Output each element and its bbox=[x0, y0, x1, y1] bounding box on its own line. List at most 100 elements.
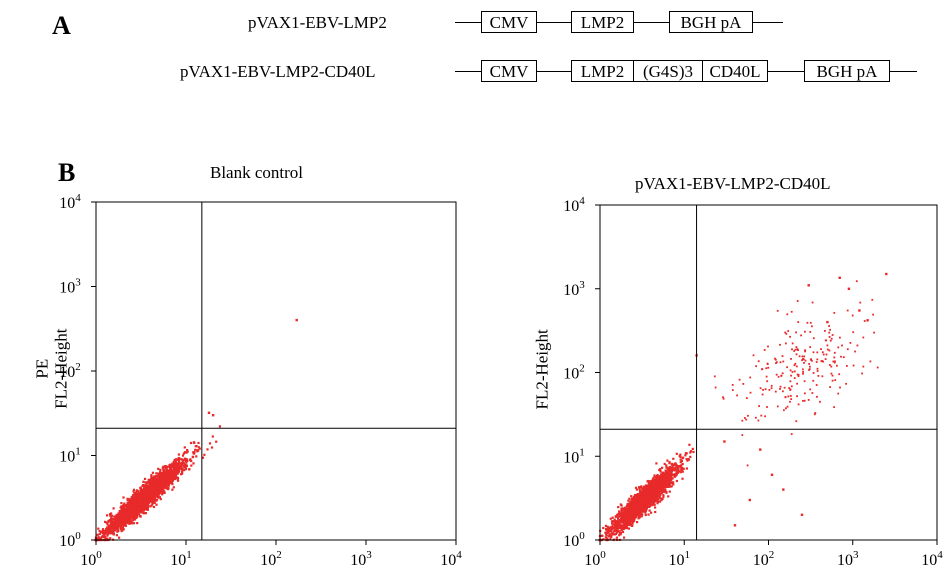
plot-2-main-point bbox=[681, 468, 684, 471]
plot-2-upper-right-point bbox=[759, 387, 762, 390]
plot-1-main-point bbox=[128, 517, 131, 520]
plot-2-main-point bbox=[677, 467, 680, 470]
plot-2-upper-right-point bbox=[744, 417, 746, 419]
plot-2-main-point bbox=[626, 508, 629, 511]
plot-1-main-point bbox=[116, 519, 119, 522]
plot-1-main-point bbox=[146, 484, 149, 487]
plot-2-main-point bbox=[633, 515, 636, 518]
plot-1-main-point bbox=[130, 513, 133, 516]
plot-2-main-point bbox=[619, 503, 622, 506]
plot-1-main-point bbox=[168, 473, 171, 476]
plot-2-main-point bbox=[660, 499, 663, 502]
plot-1-main-point bbox=[157, 467, 160, 470]
plot-2-main-point bbox=[639, 513, 642, 516]
plot-2-upper-right-point bbox=[831, 374, 834, 377]
plot-2-main-point bbox=[660, 476, 663, 479]
plot-1-main-point bbox=[138, 499, 141, 502]
plot-2-upper-right-point bbox=[811, 359, 813, 362]
plot-1-main-point bbox=[147, 504, 150, 507]
plot-2-main-point bbox=[659, 470, 662, 473]
plot-2-upper-right-point bbox=[783, 386, 786, 389]
plot-1-main-point bbox=[179, 462, 182, 465]
plot-2-main-point bbox=[635, 488, 638, 491]
plot-1-main-point bbox=[108, 532, 111, 535]
plot-2-main-point bbox=[630, 509, 634, 512]
plot-2-main-point bbox=[662, 495, 665, 498]
plot-2-main-point bbox=[656, 489, 659, 492]
plot-2-main-point bbox=[642, 498, 645, 502]
plot-1-main-point bbox=[143, 477, 147, 480]
plot-1-main-point bbox=[131, 510, 134, 513]
plot-1-main-point bbox=[163, 485, 167, 488]
plot-1-main-point bbox=[206, 448, 209, 451]
plot-2-main-point bbox=[627, 518, 631, 521]
plot-2-upper-right-point bbox=[770, 387, 773, 390]
plot-2-main-point bbox=[611, 527, 614, 530]
plot-2-main-point bbox=[636, 521, 639, 524]
plot-1-points bbox=[94, 318, 298, 542]
plot-1-main-point bbox=[105, 526, 109, 529]
plot-2-main-point bbox=[665, 464, 668, 467]
plot-1-main-point bbox=[122, 520, 125, 523]
plot-1-main-point bbox=[125, 516, 128, 519]
plot-1-main-point bbox=[120, 512, 123, 515]
plot-1-main-point bbox=[135, 505, 138, 508]
plot-2-main-point bbox=[639, 502, 642, 505]
plot-2-upper-right-point bbox=[790, 310, 793, 313]
plot-1-main-point bbox=[184, 468, 188, 471]
plot-1-main-point bbox=[171, 463, 174, 466]
plot-2-main-point bbox=[611, 525, 614, 528]
plot-1-main-point bbox=[126, 501, 129, 504]
plot-2-upper-right-point bbox=[731, 384, 734, 386]
plot-2-main-point bbox=[642, 497, 645, 500]
plot-2-main-point bbox=[645, 488, 648, 491]
plot-2-upper-right-point bbox=[829, 328, 831, 331]
plot-1-main-point bbox=[164, 474, 167, 477]
plot-1-main-point bbox=[136, 504, 139, 508]
plot-2-upper-right-point bbox=[834, 360, 836, 363]
plot-2-main-point bbox=[661, 497, 664, 500]
plot-1-main-point bbox=[174, 464, 177, 467]
plot-2-main-point bbox=[650, 482, 653, 485]
plot-1-main-point bbox=[128, 499, 131, 502]
plot-2-main-point bbox=[637, 505, 640, 508]
plot-1-main-point bbox=[156, 487, 159, 491]
plot-1-main-point bbox=[118, 536, 121, 539]
plot-1-main-point bbox=[151, 488, 154, 491]
plot-2-main-point bbox=[656, 502, 659, 505]
plot-2-main-point bbox=[645, 506, 648, 509]
plot-1-main-point bbox=[180, 467, 183, 471]
plot-1-y-tick-label: 101 bbox=[59, 446, 81, 466]
plot-1-main-point bbox=[161, 491, 164, 494]
plot-1-main-point bbox=[121, 529, 124, 532]
plot-2-main-point bbox=[663, 485, 666, 488]
plot-2-main-point bbox=[628, 504, 631, 508]
plot-1-main-point bbox=[192, 462, 195, 465]
plot-2-upper-right-point bbox=[722, 397, 725, 400]
plot-2-upper-right-point bbox=[856, 344, 859, 347]
plot-2-main-point bbox=[653, 475, 656, 478]
plot-2-main-point bbox=[652, 496, 655, 499]
plot-1-main-point bbox=[135, 506, 138, 509]
plot-1-main-point bbox=[145, 483, 148, 487]
plot-1-main-point bbox=[150, 504, 153, 507]
plot-2-ylabel: FL2-Height bbox=[533, 309, 553, 429]
plot-1-main-point bbox=[111, 521, 114, 524]
plot-1-main-point bbox=[99, 536, 102, 540]
plot-1-main-point bbox=[146, 498, 149, 501]
plot-2-main-point bbox=[682, 456, 685, 459]
plot-1-main-point bbox=[153, 490, 156, 493]
plot-1-main-point bbox=[148, 491, 151, 494]
plot-1-main-point bbox=[159, 471, 162, 474]
plot-2-main-point bbox=[627, 511, 630, 514]
plot-2-main-point bbox=[653, 491, 656, 494]
plot-2-main-point bbox=[661, 482, 664, 485]
plot-2-upper-right-point bbox=[831, 379, 834, 382]
plot-2-main-point bbox=[621, 525, 624, 528]
plot-2-main-point bbox=[643, 504, 646, 507]
plot-2-x-tick-label: 104 bbox=[921, 549, 943, 569]
plot-1-main-point bbox=[136, 500, 139, 503]
plot-1-main-point bbox=[117, 521, 120, 524]
plot-2-outlier-point bbox=[847, 287, 851, 290]
plot-2-main-point bbox=[667, 475, 670, 478]
